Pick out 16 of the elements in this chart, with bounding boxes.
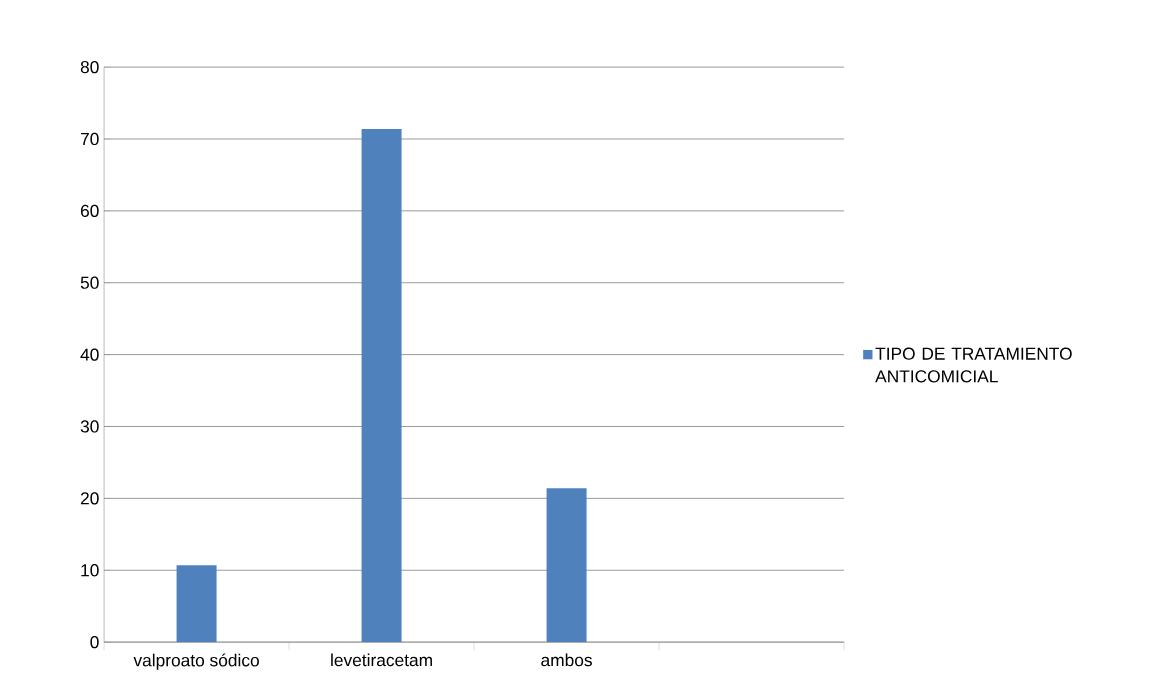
y-tick-label: 50 [80,276,99,289]
x-tick-label: levetiracetam [331,653,432,667]
y-tick-label: 70 [80,132,99,146]
y-tick-label: 60 [80,204,99,217]
y-tick-label: 40 [80,348,99,361]
bar [361,128,402,643]
x-tick-label: valproato sódico [133,653,259,670]
x-tick-label: ambos [541,653,592,667]
bar [546,488,587,643]
y-tick-label: 10 [81,564,99,577]
y-tick-label: 80 [80,60,99,74]
legend-label: TIPO DE TRATAMIENTO ANTICOMICIAL [875,347,1072,383]
y-tick-label: 0 [90,635,99,649]
y-tick-label: 20 [80,492,99,505]
y-tick-label: 30 [80,420,99,433]
bar [176,565,217,643]
